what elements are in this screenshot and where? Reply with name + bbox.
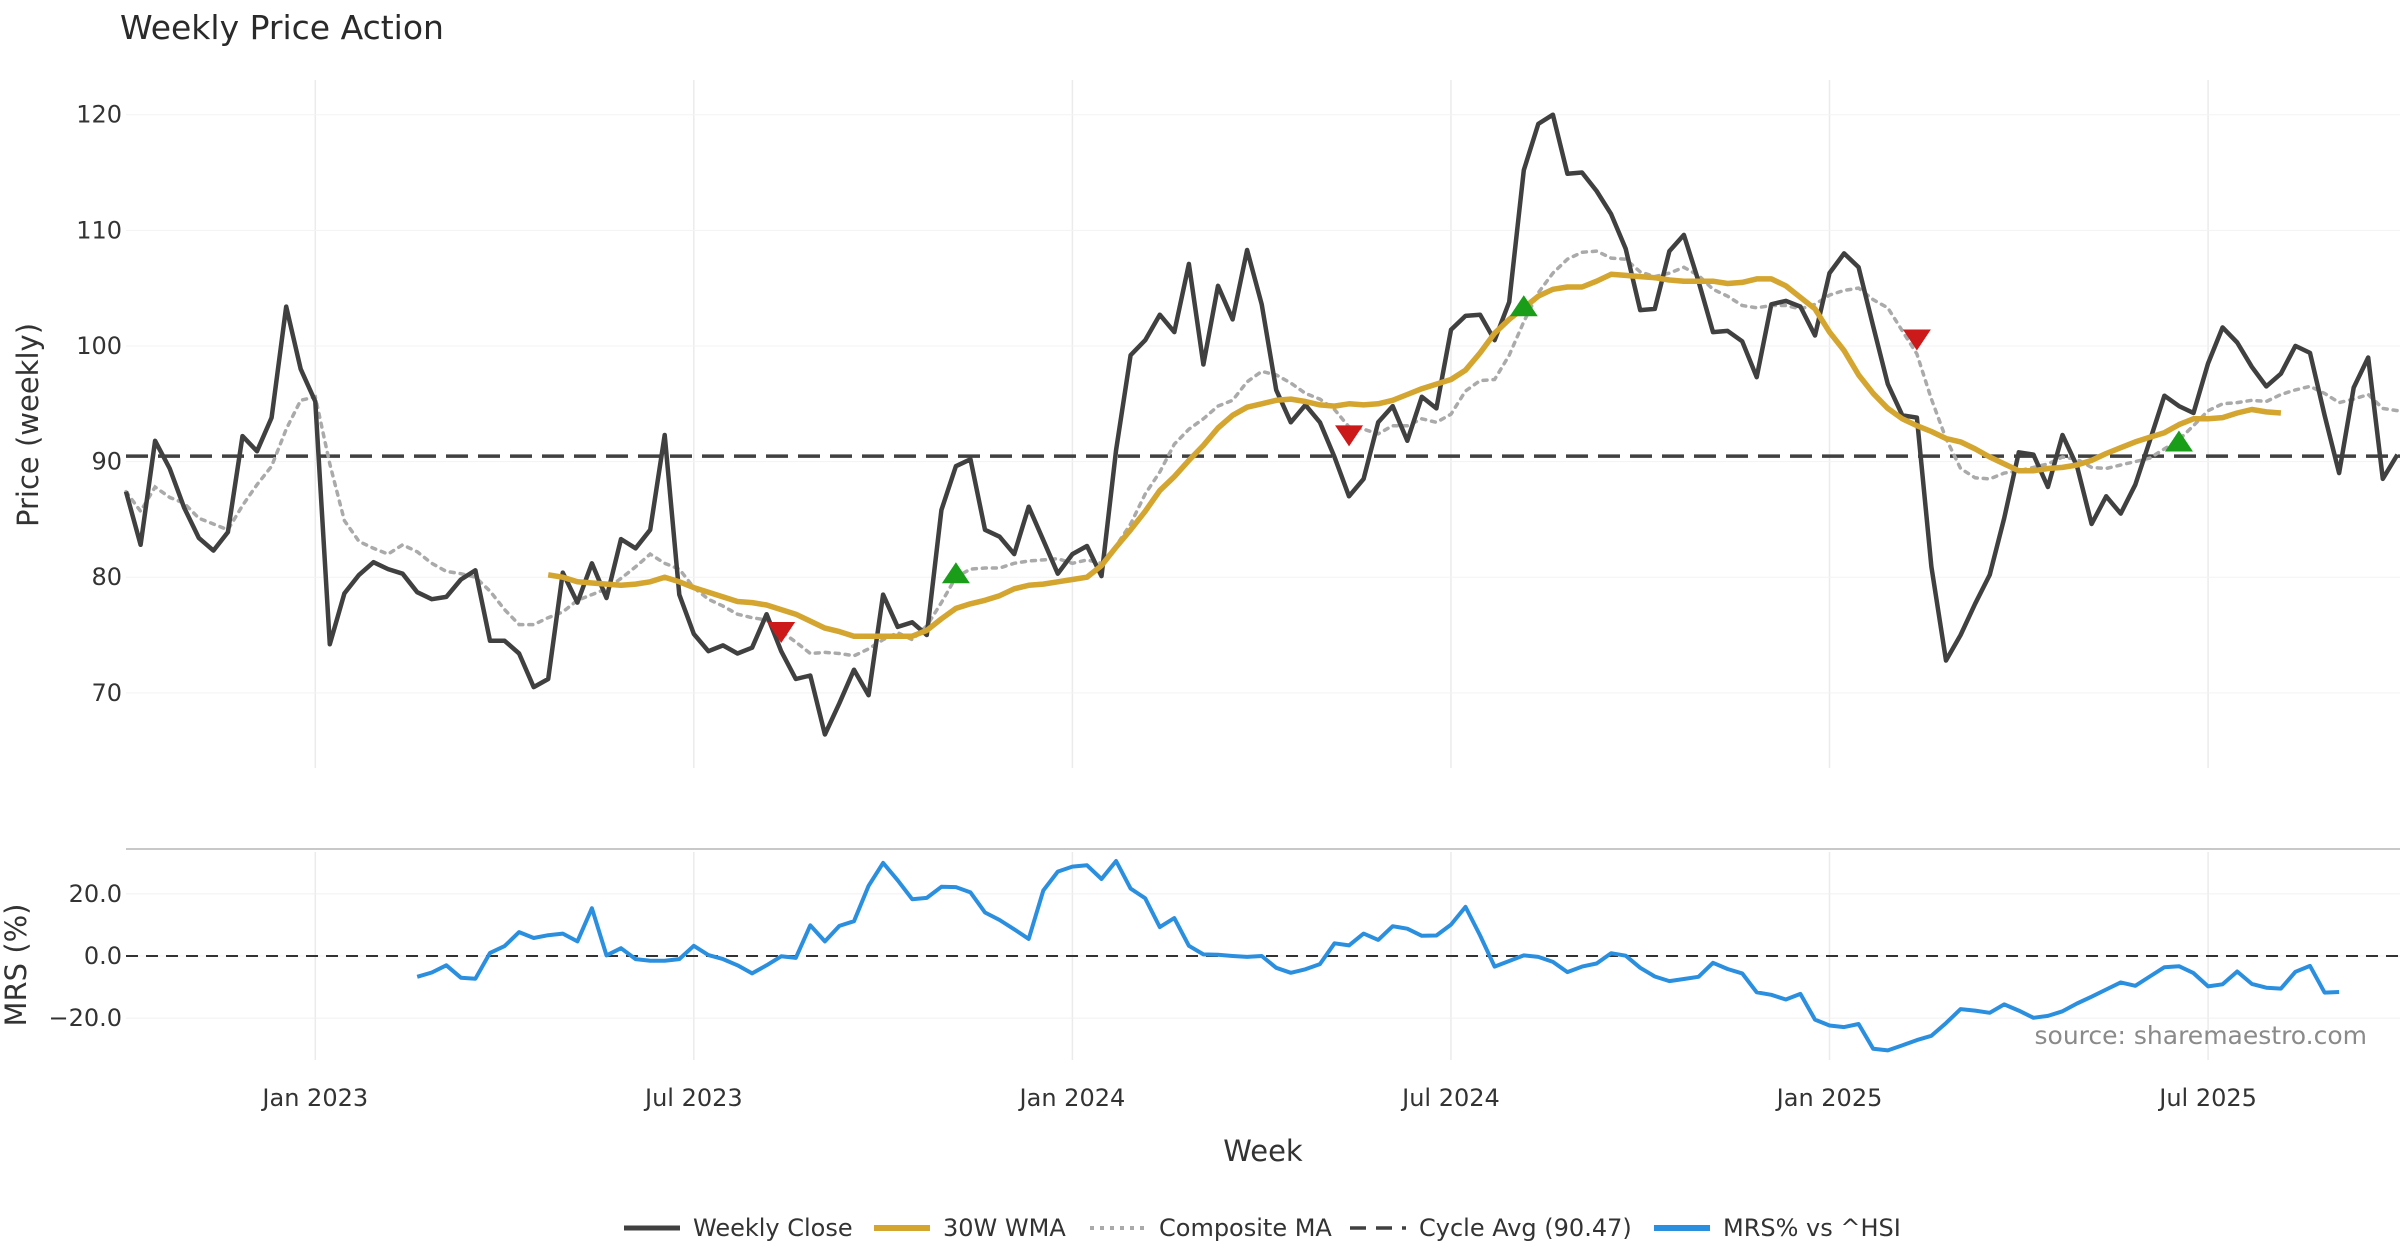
legend-label: MRS% vs ^HSI [1723,1214,1901,1242]
buy-signal-marker [2164,430,2193,452]
mrs-panel: 20.0 0.0 −20.0 [48,859,2400,1053]
mrs-y-tick-label: 20.0 [69,880,122,908]
price-y-tick-label: 80 [91,563,122,591]
price-panel: 70 80 90 100 110 120 [76,101,2400,737]
x-tick-label: Jul 2024 [1400,1084,1500,1112]
price-y-tick-label: 90 [91,448,122,476]
composite-ma-line [124,249,2400,658]
x-tick-label: Jan 2025 [1775,1084,1883,1112]
mrs-line [416,859,2340,1053]
buy-signal-marker [941,562,970,584]
source-note: source: sharemaestro.com [2035,1021,2368,1050]
x-tick-label: Jul 2025 [2157,1084,2257,1112]
x-axis: Jan 2023 Jul 2023 Jan 2024 Jul 2024 Jan 2025… [260,1084,2256,1112]
x-tick-label: Jan 2024 [1018,1084,1126,1112]
legend-label: Weekly Close [693,1214,853,1242]
mrs-y-axis-label: MRS (%) [0,904,33,1027]
price-y-tick-label: 100 [76,332,122,360]
price-y-tick-label: 110 [76,216,122,244]
legend-label: Composite MA [1159,1214,1332,1242]
mrs-y-tick-label: 0.0 [84,942,122,970]
weekly-close-line [123,112,2400,737]
x-tick-label: Jul 2023 [643,1084,743,1112]
x-tick-label: Jan 2023 [260,1084,368,1112]
sell-signal-marker [1902,329,1931,351]
wma-30w-line [547,271,2282,639]
legend: Weekly Close 30W WMA Composite MA Cycle Avg… [624,1214,1901,1242]
buy-signal-marker [1509,295,1538,317]
price-y-tick-label: 120 [76,101,122,129]
legend-label: Cycle Avg (90.47) [1419,1214,1632,1242]
price-y-tick-label: 70 [91,679,122,707]
chart-title: Weekly Price Action [120,8,444,47]
grid-layer [126,80,2400,1060]
x-axis-label: Week [1223,1134,1303,1168]
sell-signal-marker [1335,425,1364,447]
sell-signal-marker [767,622,796,643]
price-y-axis-label: Price (weekly) [11,323,45,527]
mrs-y-tick-label: −20.0 [48,1004,122,1032]
legend-label: 30W WMA [943,1214,1066,1242]
